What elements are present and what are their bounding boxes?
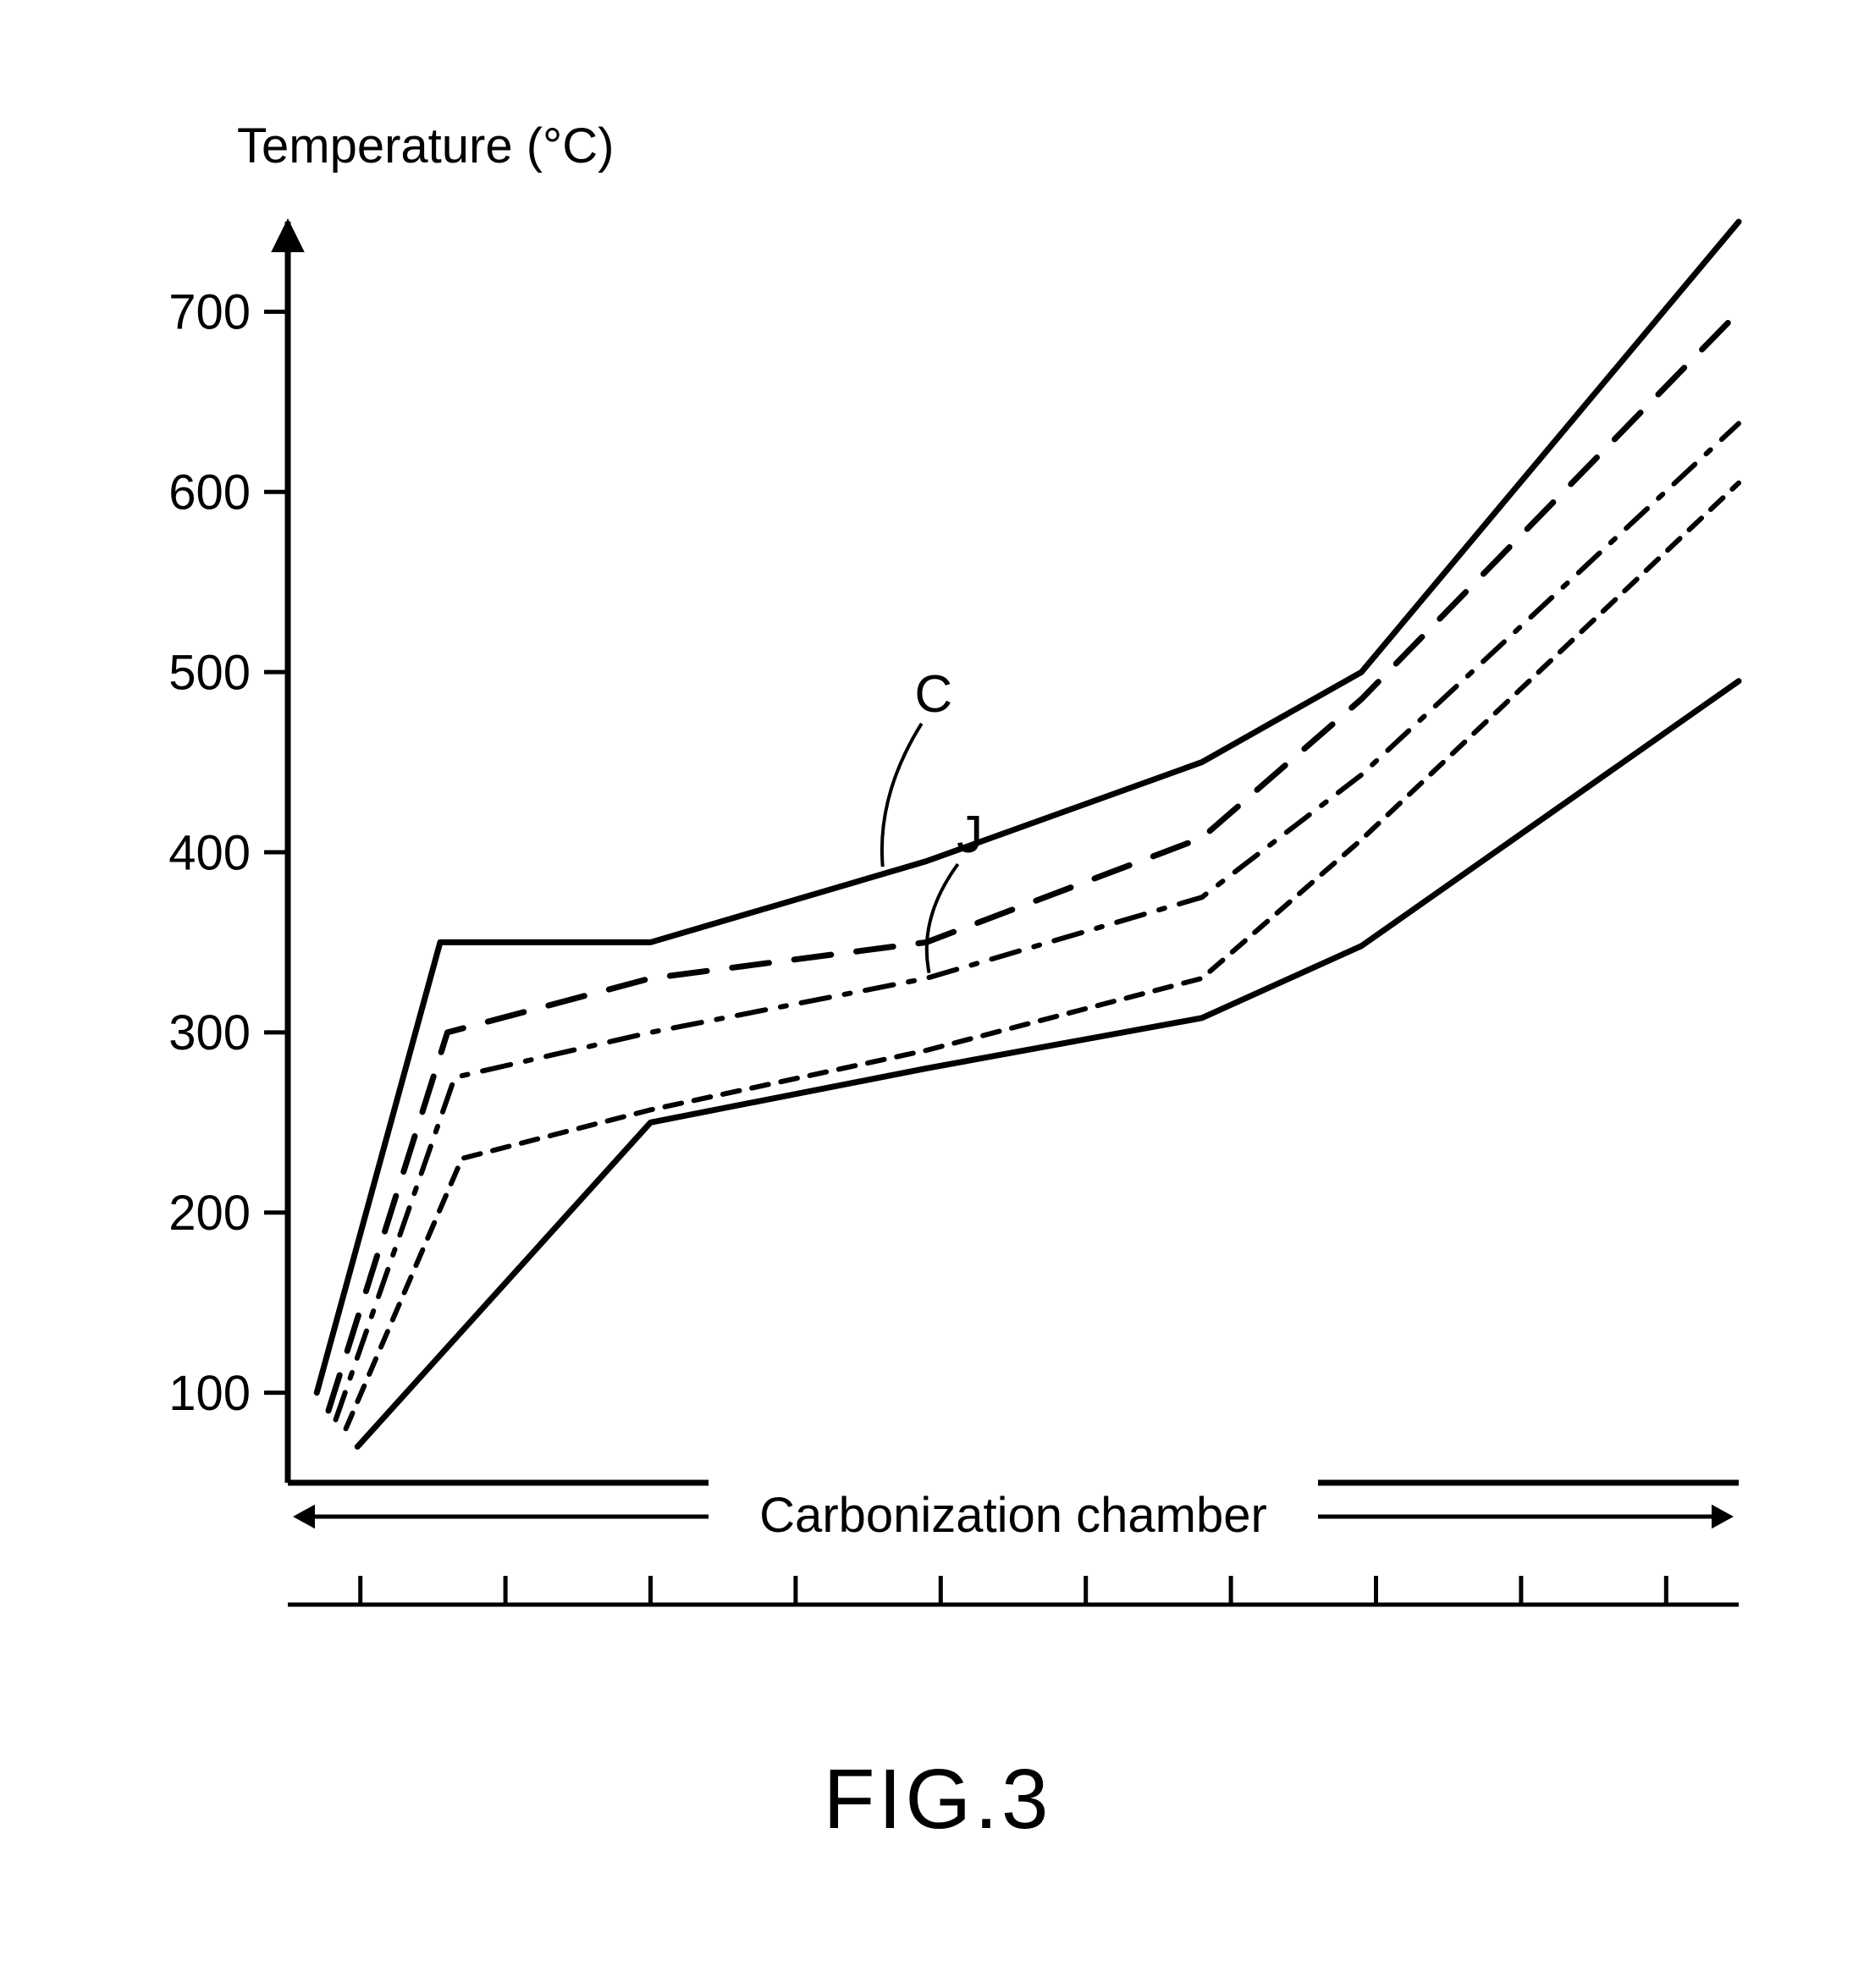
x-range-arrow-head-right xyxy=(1712,1505,1734,1529)
series-short-dash xyxy=(346,483,1739,1429)
series-upper-solid xyxy=(317,222,1739,1393)
x-range-arrow-head-left xyxy=(293,1505,315,1529)
y-tick-label: 700 xyxy=(168,285,251,340)
page: 100 200 300 400 500 600 700 Carbonization chamb… xyxy=(0,0,1875,1988)
figure-caption: FIG.3 xyxy=(823,1752,1051,1847)
series-dash-dot xyxy=(336,423,1739,1419)
annotation-leader xyxy=(882,724,922,867)
y-tick-label: 400 xyxy=(168,825,251,880)
annotation-leader xyxy=(927,864,958,973)
y-axis-title: Temperature (°C) xyxy=(237,118,614,173)
y-tick-label: 200 xyxy=(168,1186,251,1241)
y-tick-label: 600 xyxy=(168,465,251,520)
y-axis-arrowhead xyxy=(271,218,305,252)
annotation-label: C xyxy=(914,665,952,724)
x-axis-label: Carbonization chamber xyxy=(759,1488,1267,1543)
y-tick-label: 500 xyxy=(168,645,251,700)
annotation-label: J xyxy=(957,806,983,864)
y-tick-label: 300 xyxy=(168,1005,251,1060)
y-tick-label: 100 xyxy=(168,1366,251,1421)
chart-figure: 100 200 300 400 500 600 700 Carbonization chamb… xyxy=(0,0,1875,1988)
series-lower-solid xyxy=(357,681,1739,1447)
